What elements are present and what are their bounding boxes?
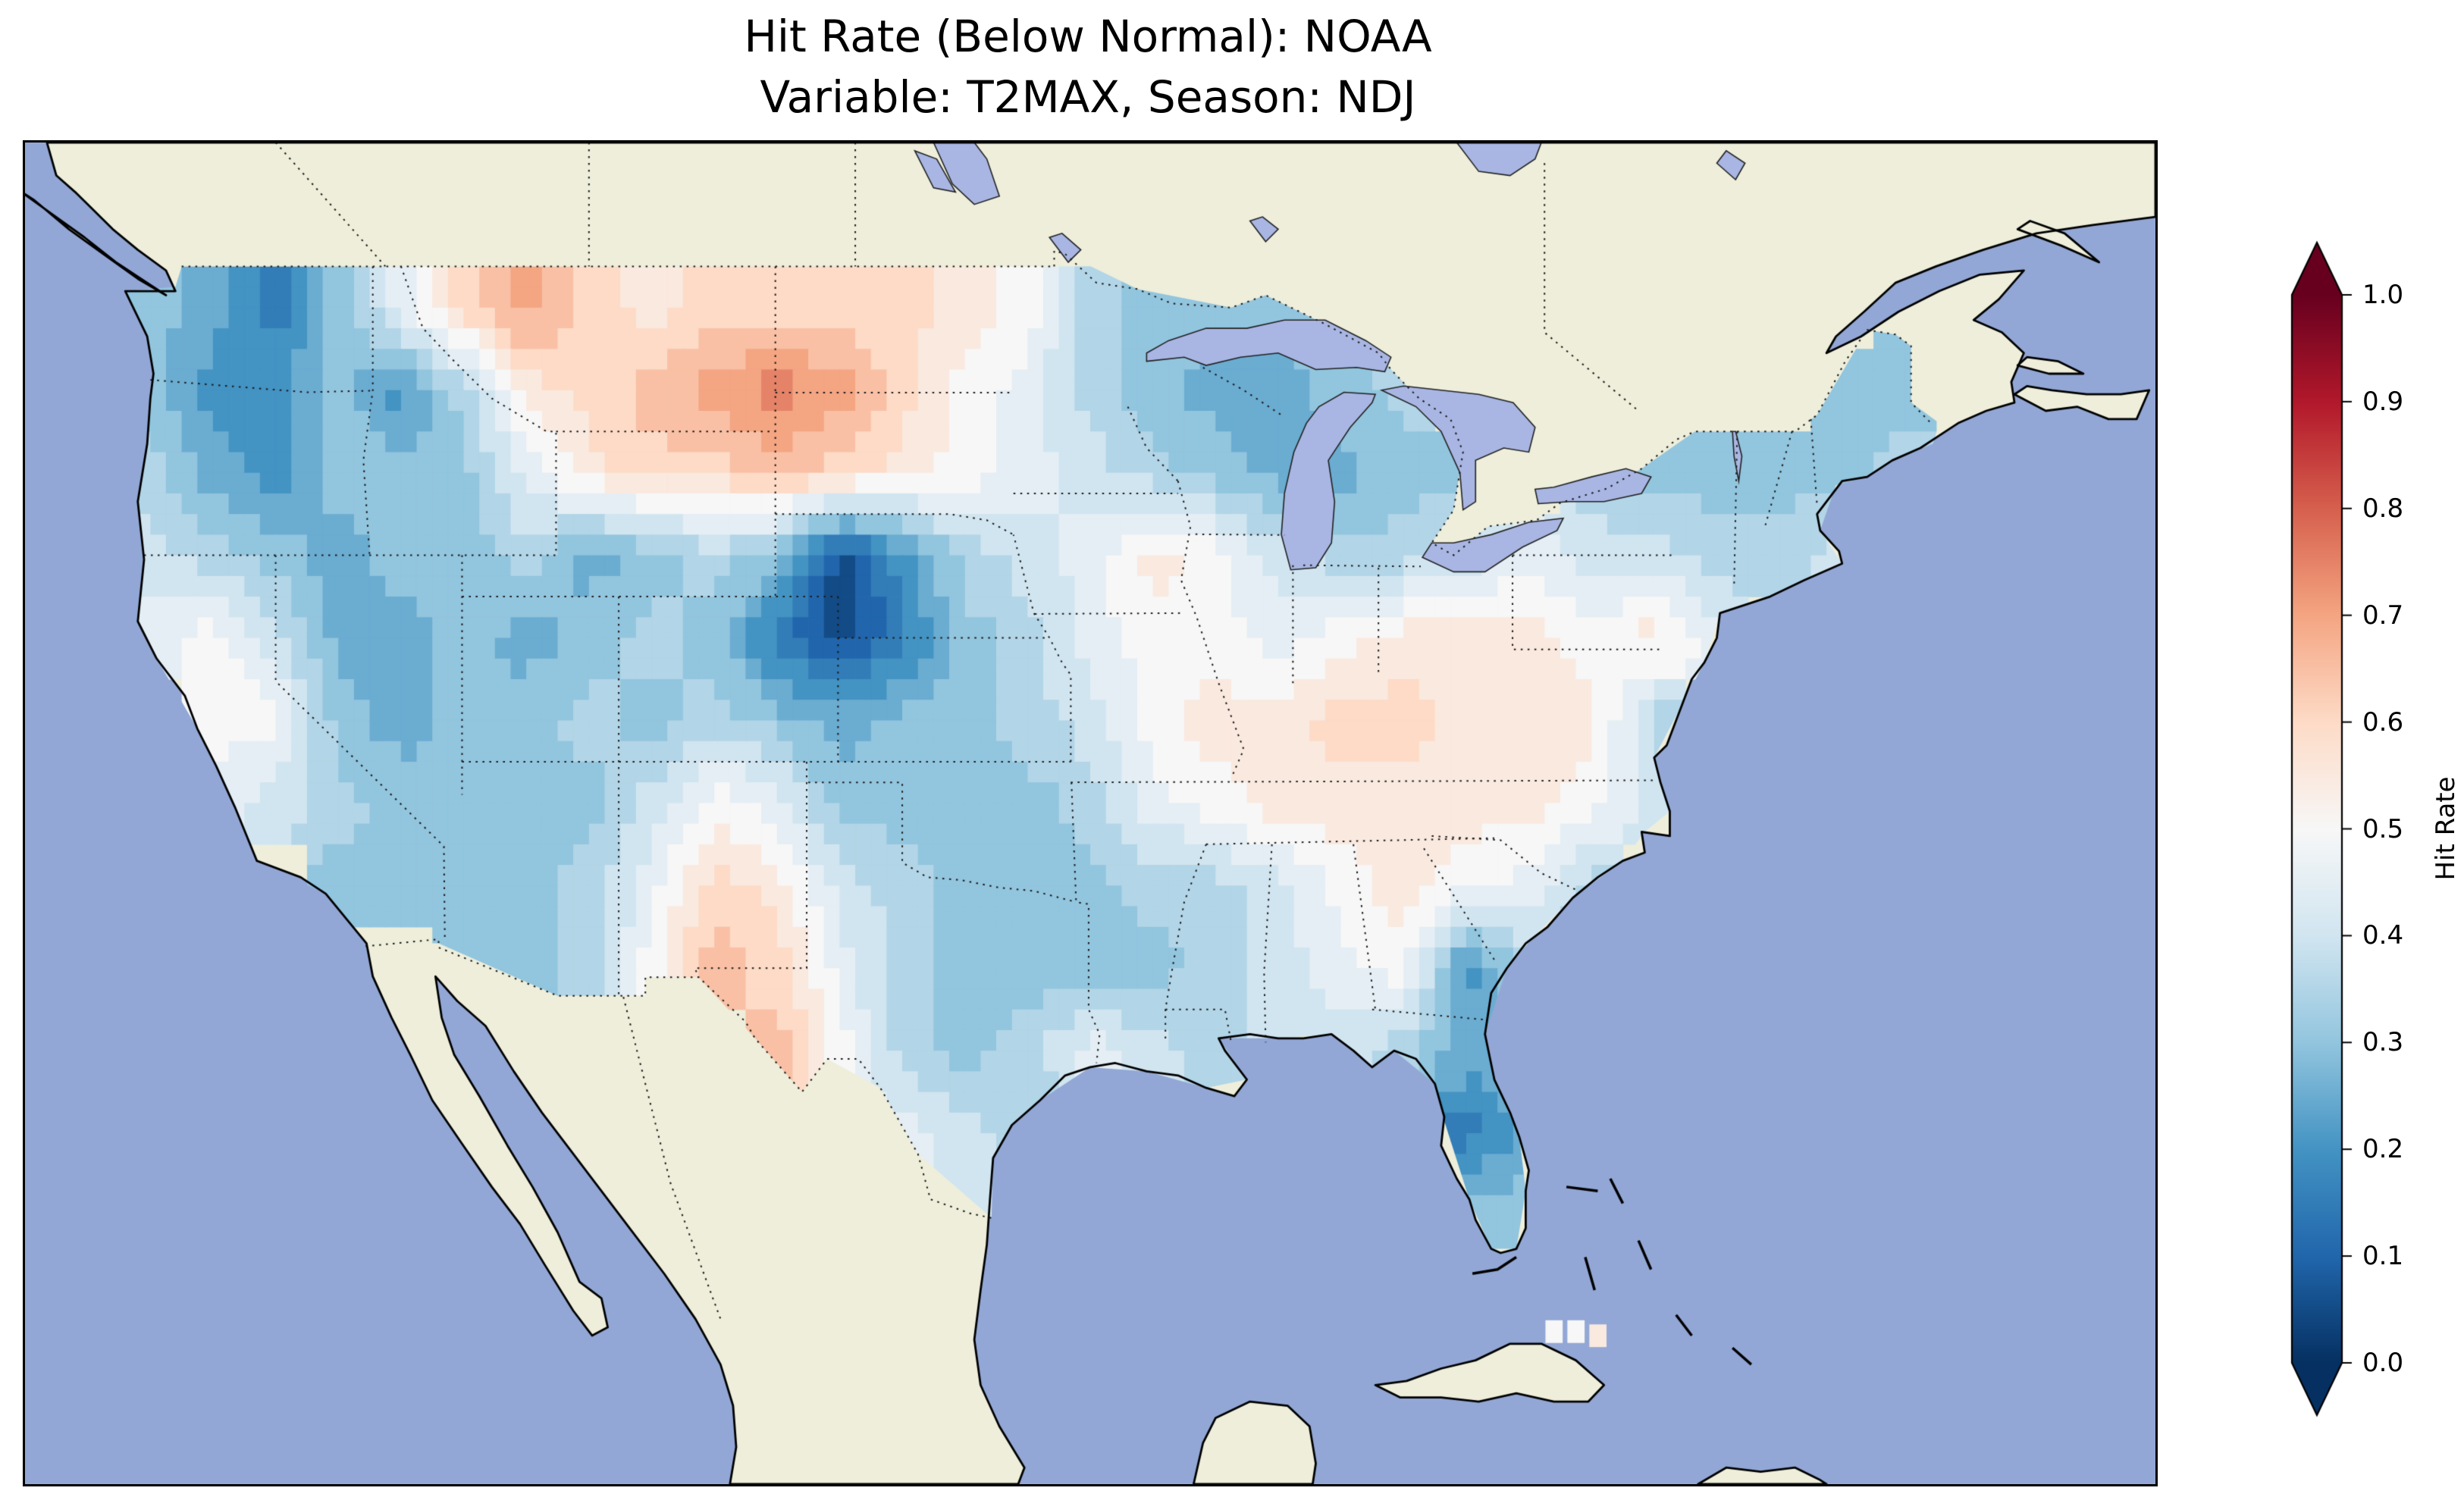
- colorbar-tick-label: 0.2: [2362, 1134, 2404, 1165]
- colorbar-tick-label: 0.8: [2362, 493, 2404, 524]
- colorbar-axis-label: Hit Rate: [2431, 776, 2461, 881]
- colorbar-tick-label: 0.5: [2362, 813, 2404, 844]
- colorbar-tick-label: 0.6: [2362, 706, 2404, 738]
- colorbar-tick-label: 0.7: [2362, 600, 2404, 631]
- chart-title-line1: Hit Rate (Below Normal): NOAA: [744, 11, 1432, 62]
- colorbar-tick-label: 1.0: [2362, 280, 2404, 310]
- colorbar-tick-label: 0.1: [2362, 1241, 2404, 1272]
- chart-title: Hit Rate (Below Normal): NOAA Variable: …: [23, 6, 2153, 127]
- colorbar-tick-label: 0.4: [2362, 920, 2404, 951]
- chart-title-line2: Variable: T2MAX, Season: NDJ: [760, 71, 1416, 124]
- us-hit-rate-map: [23, 140, 2158, 1486]
- colorbar-tick-label: 0.9: [2362, 386, 2404, 417]
- colorbar-tick-label: 0.3: [2362, 1027, 2404, 1058]
- colorbar-tick-label: 0.0: [2362, 1348, 2404, 1378]
- colorbar: [2252, 189, 2464, 1478]
